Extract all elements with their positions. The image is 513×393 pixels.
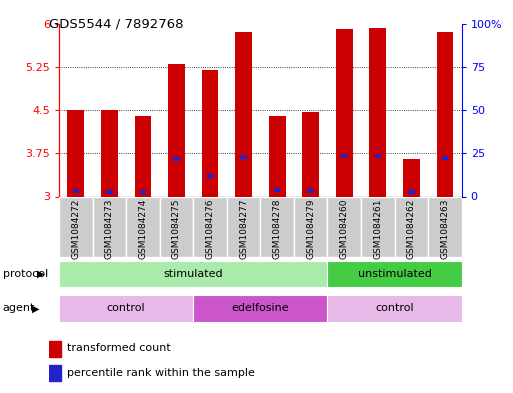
Bar [302, 112, 319, 196]
Bar [341, 154, 347, 158]
Text: unstimulated: unstimulated [358, 269, 431, 279]
FancyBboxPatch shape [59, 261, 327, 287]
Bar [442, 156, 448, 160]
Bar [235, 32, 252, 196]
Bar [49, 365, 62, 381]
FancyBboxPatch shape [193, 295, 327, 321]
Bar [403, 159, 420, 196]
Bar [437, 32, 453, 196]
Text: edelfosine: edelfosine [231, 303, 289, 313]
Bar [106, 190, 112, 194]
FancyBboxPatch shape [260, 196, 294, 257]
Text: ▶: ▶ [37, 269, 45, 279]
FancyBboxPatch shape [361, 196, 394, 257]
FancyBboxPatch shape [59, 295, 193, 321]
FancyBboxPatch shape [193, 196, 227, 257]
Bar [72, 189, 79, 193]
Bar [274, 187, 280, 192]
Text: GSM1084277: GSM1084277 [239, 199, 248, 259]
Text: GSM1084274: GSM1084274 [139, 199, 147, 259]
FancyBboxPatch shape [327, 261, 462, 287]
Text: GSM1084279: GSM1084279 [306, 199, 315, 259]
Text: control: control [107, 303, 145, 313]
FancyBboxPatch shape [59, 196, 92, 257]
FancyBboxPatch shape [160, 196, 193, 257]
Text: GSM1084260: GSM1084260 [340, 199, 349, 259]
Text: ▶: ▶ [32, 303, 40, 313]
Text: percentile rank within the sample: percentile rank within the sample [67, 368, 255, 378]
Bar [207, 174, 213, 178]
Text: stimulated: stimulated [164, 269, 223, 279]
Text: transformed count: transformed count [67, 343, 171, 353]
Bar [202, 70, 219, 196]
Bar [241, 155, 247, 159]
Text: protocol: protocol [3, 269, 48, 279]
Text: GSM1084276: GSM1084276 [206, 199, 214, 259]
Text: GSM1084263: GSM1084263 [441, 199, 449, 259]
Text: GSM1084261: GSM1084261 [373, 199, 382, 259]
Bar [134, 116, 151, 196]
Text: control: control [376, 303, 414, 313]
FancyBboxPatch shape [394, 196, 428, 257]
FancyBboxPatch shape [92, 196, 126, 257]
Text: GSM1084272: GSM1084272 [71, 199, 80, 259]
Text: GSM1084262: GSM1084262 [407, 199, 416, 259]
Bar [168, 64, 185, 196]
Bar [307, 189, 314, 193]
Bar [173, 157, 180, 161]
FancyBboxPatch shape [327, 196, 361, 257]
Bar [101, 110, 117, 196]
Bar [408, 191, 415, 195]
FancyBboxPatch shape [294, 196, 327, 257]
Bar [49, 341, 62, 357]
Bar [374, 154, 381, 158]
Text: GSM1084275: GSM1084275 [172, 199, 181, 259]
Text: agent: agent [3, 303, 35, 313]
FancyBboxPatch shape [327, 295, 462, 321]
Bar [140, 190, 146, 194]
Bar [336, 29, 352, 196]
Text: GSM1084273: GSM1084273 [105, 199, 114, 259]
Bar [369, 28, 386, 196]
FancyBboxPatch shape [428, 196, 462, 257]
Bar [269, 116, 286, 196]
Text: GSM1084278: GSM1084278 [272, 199, 282, 259]
FancyBboxPatch shape [126, 196, 160, 257]
Bar [67, 110, 84, 196]
Text: GDS5544 / 7892768: GDS5544 / 7892768 [49, 18, 183, 31]
FancyBboxPatch shape [227, 196, 260, 257]
